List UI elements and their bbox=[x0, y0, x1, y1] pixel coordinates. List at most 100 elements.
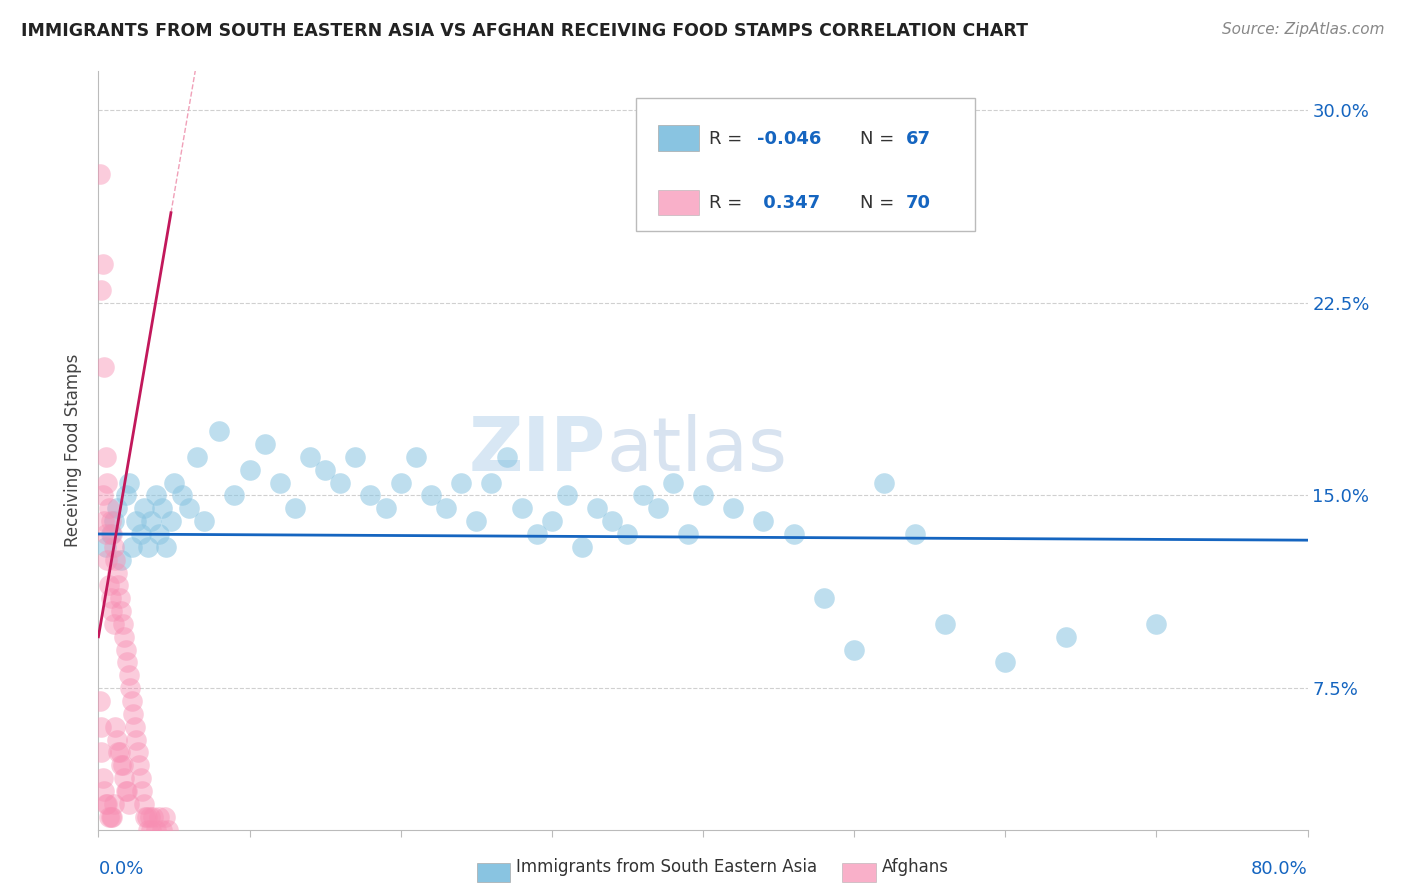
Point bbox=[150, 822, 173, 837]
Point bbox=[344, 450, 367, 464]
Point bbox=[96, 475, 118, 490]
Point bbox=[150, 501, 173, 516]
Point bbox=[156, 822, 179, 837]
Point bbox=[131, 784, 153, 798]
Text: N =: N = bbox=[860, 130, 900, 148]
Point bbox=[94, 797, 117, 811]
Point bbox=[661, 475, 683, 490]
Point bbox=[101, 604, 124, 618]
Point bbox=[121, 694, 143, 708]
Point bbox=[135, 810, 157, 824]
Point bbox=[1144, 616, 1167, 631]
Point bbox=[692, 488, 714, 502]
Point bbox=[132, 797, 155, 811]
Point bbox=[98, 578, 121, 592]
Point bbox=[93, 359, 115, 374]
Point bbox=[103, 540, 125, 554]
Point bbox=[299, 450, 322, 464]
Point bbox=[103, 797, 125, 811]
Point bbox=[155, 540, 177, 554]
Point bbox=[105, 501, 128, 516]
Point bbox=[571, 540, 593, 554]
Point bbox=[128, 758, 150, 772]
Point bbox=[510, 501, 533, 516]
Point bbox=[465, 514, 488, 528]
Text: Afghans: Afghans bbox=[882, 858, 949, 876]
Point bbox=[148, 810, 170, 824]
Text: IMMIGRANTS FROM SOUTH EASTERN ASIA VS AFGHAN RECEIVING FOOD STAMPS CORRELATION C: IMMIGRANTS FROM SOUTH EASTERN ASIA VS AF… bbox=[21, 22, 1028, 40]
Point bbox=[374, 501, 396, 516]
Point bbox=[121, 540, 143, 554]
Point bbox=[111, 616, 134, 631]
Point bbox=[934, 616, 956, 631]
Text: ZIP: ZIP bbox=[470, 414, 606, 487]
Point bbox=[647, 501, 669, 516]
Point bbox=[104, 720, 127, 734]
Point bbox=[100, 527, 122, 541]
Point bbox=[145, 488, 167, 502]
Point bbox=[110, 604, 132, 618]
Point bbox=[96, 552, 118, 566]
Point bbox=[105, 732, 128, 747]
Point bbox=[89, 694, 111, 708]
Point bbox=[145, 822, 167, 837]
Text: Immigrants from South Eastern Asia: Immigrants from South Eastern Asia bbox=[516, 858, 817, 876]
Point bbox=[752, 514, 775, 528]
Point bbox=[103, 616, 125, 631]
Point bbox=[108, 591, 131, 606]
Point bbox=[112, 630, 135, 644]
Point bbox=[136, 822, 159, 837]
Text: atlas: atlas bbox=[606, 414, 787, 487]
Point bbox=[105, 566, 128, 580]
Text: R =: R = bbox=[709, 130, 748, 148]
Point bbox=[329, 475, 352, 490]
Point bbox=[224, 488, 246, 502]
Point bbox=[239, 463, 262, 477]
Point bbox=[118, 797, 141, 811]
Point bbox=[616, 527, 638, 541]
Point bbox=[114, 642, 136, 657]
Point bbox=[586, 501, 609, 516]
Point bbox=[125, 732, 148, 747]
FancyBboxPatch shape bbox=[658, 125, 699, 151]
Point bbox=[110, 552, 132, 566]
Point bbox=[153, 810, 176, 824]
Point bbox=[540, 514, 562, 528]
Text: -0.046: -0.046 bbox=[758, 130, 821, 148]
Point bbox=[179, 501, 201, 516]
Point bbox=[360, 488, 382, 502]
Point bbox=[904, 527, 927, 541]
Point bbox=[136, 540, 159, 554]
Point bbox=[100, 514, 122, 528]
Point bbox=[1054, 630, 1077, 644]
Point bbox=[142, 810, 165, 824]
Point bbox=[186, 450, 208, 464]
Point bbox=[107, 578, 129, 592]
Point bbox=[114, 784, 136, 798]
Point bbox=[170, 488, 193, 502]
Point bbox=[139, 810, 162, 824]
Point bbox=[141, 514, 163, 528]
Point bbox=[103, 514, 125, 528]
Point bbox=[89, 167, 111, 181]
Text: R =: R = bbox=[709, 194, 748, 212]
Point bbox=[253, 437, 276, 451]
Point bbox=[125, 514, 148, 528]
Text: 70: 70 bbox=[905, 194, 931, 212]
Point bbox=[284, 501, 307, 516]
Point bbox=[108, 746, 131, 760]
Point bbox=[813, 591, 835, 606]
Point bbox=[98, 501, 121, 516]
Point bbox=[115, 656, 138, 670]
Point bbox=[148, 527, 170, 541]
Point bbox=[118, 668, 141, 682]
Point bbox=[93, 514, 115, 528]
Text: 80.0%: 80.0% bbox=[1251, 861, 1308, 879]
Point bbox=[127, 746, 149, 760]
Point bbox=[160, 514, 183, 528]
Point bbox=[94, 527, 117, 541]
Point bbox=[129, 527, 152, 541]
Point bbox=[389, 475, 412, 490]
Point bbox=[96, 797, 118, 811]
Point bbox=[450, 475, 472, 490]
